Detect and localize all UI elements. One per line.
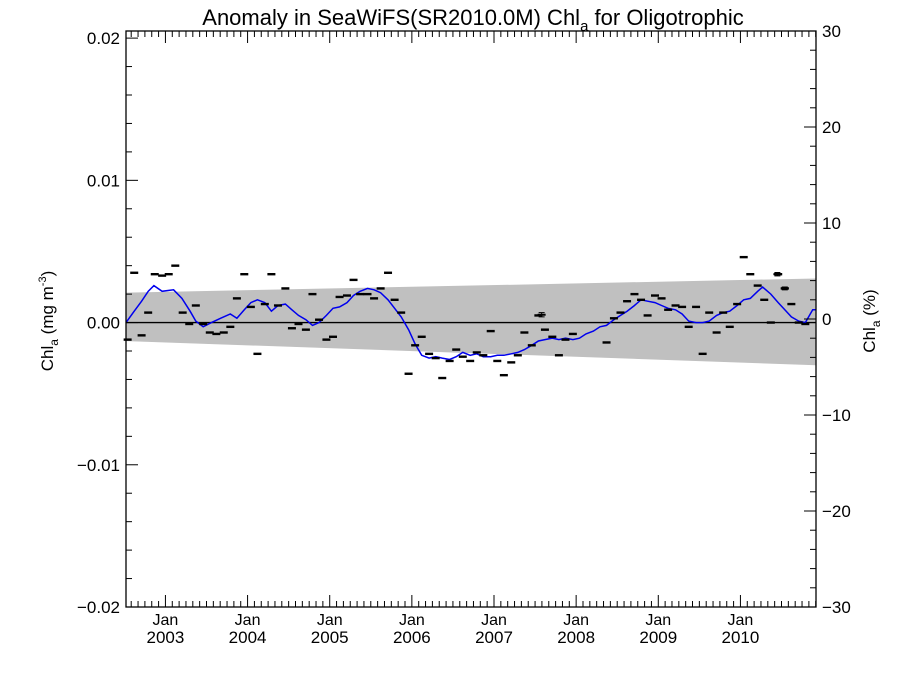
plot-frame xyxy=(125,30,817,608)
y-axis-label-right: Chla (%) xyxy=(860,289,883,352)
right-axis-tick-label: −10 xyxy=(822,406,851,425)
x-axis-month-label: Jan xyxy=(153,612,179,629)
x-axis-year-label: 2003 xyxy=(147,628,185,647)
x-axis-year-label: 2007 xyxy=(475,628,513,647)
ylabel-left-sub: a xyxy=(47,339,61,346)
chart-title-subscript: a xyxy=(580,18,589,35)
uncertainty-band xyxy=(126,278,816,366)
ylabel-right-base: Chl xyxy=(860,327,879,353)
right-axis-tick-label: 10 xyxy=(822,214,841,233)
ylabel-right-sub: a xyxy=(869,320,883,327)
error-bar-markers xyxy=(537,271,789,318)
x-axis-year-label: 2004 xyxy=(229,628,267,647)
x-axis-month-label: Jan xyxy=(317,612,343,629)
ylabel-right-end: (%) xyxy=(860,289,879,320)
anomaly-markers xyxy=(123,255,810,380)
chart-title-main: Anomaly in SeaWiFS(SR2010.0M) Chl xyxy=(202,5,580,30)
x-axis-year-label: 2009 xyxy=(639,628,677,647)
ylabel-left-base: Chl xyxy=(38,346,57,372)
x-axis-month-label: Jan xyxy=(728,612,754,629)
x-axis-year-label: 2005 xyxy=(311,628,349,647)
right-axis-tick-label: −30 xyxy=(822,598,851,617)
x-axis-month-label: Jan xyxy=(399,612,425,629)
ylabel-left-end: ) xyxy=(38,271,57,277)
right-axis-tick-label: 20 xyxy=(822,118,841,137)
x-axis-month-label: Jan xyxy=(235,612,261,629)
x-axis-month-label: Jan xyxy=(481,612,507,629)
ylabel-left-sup: -3 xyxy=(37,276,49,286)
tick-labels: 0.020.010.00−0.01−0.023020100−10−20−30Ja… xyxy=(77,22,851,647)
right-axis-tick-label: 0 xyxy=(822,310,831,329)
right-axis-tick-label: −20 xyxy=(822,502,851,521)
x-axis-year-label: 2010 xyxy=(722,628,760,647)
left-axis-tick-label: 0.00 xyxy=(87,314,120,333)
x-axis-year-label: 2008 xyxy=(557,628,595,647)
ylabel-left-mid: (mg m xyxy=(38,286,57,339)
left-axis-tick-label: 0.01 xyxy=(87,171,120,190)
x-axis-year-label: 2006 xyxy=(393,628,431,647)
chart-title: Anomaly in SeaWiFS(SR2010.0M) Chla for O… xyxy=(202,5,743,35)
left-axis-tick-label: −0.02 xyxy=(77,598,120,617)
x-axis-month-label: Jan xyxy=(563,612,589,629)
left-axis-tick-label: 0.02 xyxy=(87,29,120,48)
right-axis-tick-label: 30 xyxy=(822,22,841,41)
y-axis-label-left: Chla (mg m-3) xyxy=(37,271,61,372)
left-axis-tick-label: −0.01 xyxy=(77,456,120,475)
x-axis-month-label: Jan xyxy=(645,612,671,629)
chart-title-suffix: for Oligotrophic xyxy=(588,5,743,30)
